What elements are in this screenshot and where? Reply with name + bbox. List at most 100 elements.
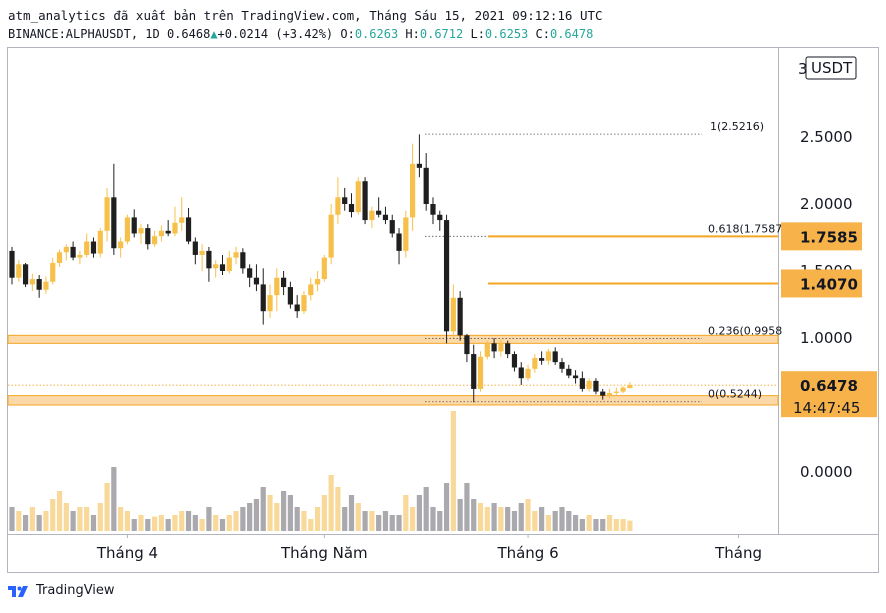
candle[interactable] xyxy=(545,348,552,365)
candle[interactable] xyxy=(199,244,205,271)
candle[interactable] xyxy=(192,237,198,265)
candle[interactable] xyxy=(219,254,226,276)
candle[interactable] xyxy=(253,264,260,292)
candle[interactable] xyxy=(247,264,253,288)
candle[interactable] xyxy=(138,224,144,245)
candle[interactable] xyxy=(539,351,545,365)
candle[interactable] xyxy=(36,275,42,298)
candle[interactable] xyxy=(416,134,422,178)
candle[interactable] xyxy=(281,271,287,296)
candle[interactable] xyxy=(389,214,395,238)
candle[interactable] xyxy=(294,295,300,318)
candle[interactable] xyxy=(437,210,443,231)
candle[interactable] xyxy=(559,358,565,373)
candle[interactable] xyxy=(22,262,29,288)
candle[interactable] xyxy=(457,291,463,341)
candle[interactable] xyxy=(124,214,131,245)
volume-bar xyxy=(287,495,293,531)
candle[interactable] xyxy=(518,362,524,385)
support-zone xyxy=(7,395,779,406)
candle[interactable] xyxy=(213,260,219,278)
candle[interactable] xyxy=(145,224,151,250)
candle[interactable] xyxy=(382,206,389,225)
candle[interactable] xyxy=(104,187,110,242)
candle[interactable] xyxy=(606,388,613,399)
candle[interactable] xyxy=(362,177,368,225)
candle[interactable] xyxy=(532,354,538,373)
candle[interactable] xyxy=(491,338,497,359)
candle[interactable] xyxy=(572,370,579,384)
candle[interactable] xyxy=(301,291,307,314)
candle[interactable] xyxy=(179,197,185,231)
candle[interactable] xyxy=(267,284,273,318)
candle[interactable] xyxy=(97,228,103,258)
candle[interactable] xyxy=(403,210,409,258)
volume-bar xyxy=(627,520,633,531)
candle[interactable] xyxy=(464,333,470,363)
candle[interactable] xyxy=(56,249,63,267)
candle[interactable] xyxy=(321,254,327,282)
candle[interactable] xyxy=(511,351,518,372)
candle[interactable] xyxy=(498,339,504,357)
candle[interactable] xyxy=(90,237,97,258)
currency-selector[interactable] xyxy=(805,56,857,80)
candle[interactable] xyxy=(505,340,511,359)
candle[interactable] xyxy=(471,344,477,403)
candle[interactable] xyxy=(118,237,124,258)
candle[interactable] xyxy=(525,364,531,381)
candle[interactable] xyxy=(335,177,341,225)
candle[interactable] xyxy=(260,268,266,325)
candle[interactable] xyxy=(450,284,456,338)
candle[interactable] xyxy=(9,246,15,285)
candle[interactable] xyxy=(600,388,606,400)
candle[interactable] xyxy=(206,246,212,282)
candle[interactable] xyxy=(287,281,293,309)
candle[interactable] xyxy=(131,209,137,238)
candle[interactable] xyxy=(314,271,321,292)
candle[interactable] xyxy=(396,228,402,265)
candle[interactable] xyxy=(328,204,334,265)
candle[interactable] xyxy=(308,277,314,301)
candle[interactable] xyxy=(430,197,436,225)
candle[interactable] xyxy=(627,382,633,389)
candle[interactable] xyxy=(620,386,626,393)
candle[interactable] xyxy=(484,340,490,360)
candle[interactable] xyxy=(172,206,178,237)
candle[interactable] xyxy=(613,387,619,396)
volume-bar xyxy=(572,515,579,531)
candle[interactable] xyxy=(579,371,585,392)
candle[interactable] xyxy=(552,347,558,365)
candle[interactable] xyxy=(274,268,280,312)
candle[interactable] xyxy=(410,143,416,231)
candle[interactable] xyxy=(63,244,69,261)
candle[interactable] xyxy=(369,206,375,229)
candle-body xyxy=(29,279,35,285)
candle[interactable] xyxy=(423,153,429,211)
candle[interactable] xyxy=(185,208,192,245)
candle[interactable] xyxy=(84,233,90,258)
tradingview-logo[interactable]: TradingView xyxy=(8,583,115,598)
candle[interactable] xyxy=(151,230,158,247)
candle[interactable] xyxy=(593,378,599,395)
candle[interactable] xyxy=(348,193,355,218)
candle[interactable] xyxy=(477,351,484,392)
candle[interactable] xyxy=(233,246,239,265)
candle[interactable] xyxy=(226,250,232,274)
candle[interactable] xyxy=(586,378,592,392)
candle[interactable] xyxy=(342,187,348,211)
candle[interactable] xyxy=(566,364,572,379)
candle[interactable] xyxy=(376,197,382,218)
candle[interactable] xyxy=(70,241,76,261)
candle[interactable] xyxy=(165,220,171,237)
candle[interactable] xyxy=(158,225,164,242)
candle[interactable] xyxy=(77,250,83,265)
candle[interactable] xyxy=(43,276,49,294)
candle[interactable] xyxy=(240,248,246,274)
candle[interactable] xyxy=(111,163,117,255)
candle[interactable] xyxy=(443,214,450,344)
candle[interactable] xyxy=(50,257,56,285)
candle[interactable] xyxy=(355,177,361,215)
candle[interactable] xyxy=(29,273,35,292)
candle[interactable] xyxy=(16,260,22,282)
